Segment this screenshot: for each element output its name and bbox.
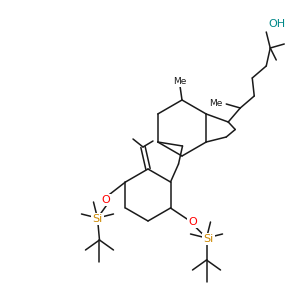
Text: Si: Si <box>92 214 103 224</box>
Text: Si: Si <box>203 234 214 244</box>
Text: Me: Me <box>173 76 187 85</box>
Text: Me: Me <box>209 100 222 109</box>
Text: OH: OH <box>268 19 285 29</box>
Text: O: O <box>101 195 110 205</box>
Text: O: O <box>188 217 197 227</box>
